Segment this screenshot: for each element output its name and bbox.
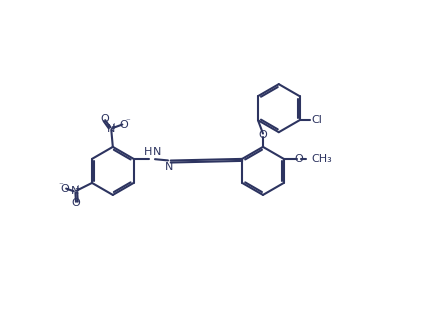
Text: O: O bbox=[72, 198, 80, 208]
Text: O: O bbox=[294, 154, 302, 164]
Text: O: O bbox=[119, 119, 128, 129]
Text: N: N bbox=[165, 162, 173, 172]
Text: O: O bbox=[258, 130, 267, 140]
Text: Cl: Cl bbox=[311, 115, 322, 125]
Text: +: + bbox=[110, 122, 116, 131]
Text: O: O bbox=[100, 114, 108, 124]
Text: CH₃: CH₃ bbox=[311, 154, 332, 164]
Text: N: N bbox=[153, 147, 161, 157]
Text: ⁻: ⁻ bbox=[125, 118, 130, 127]
Text: O: O bbox=[60, 183, 69, 193]
Text: +: + bbox=[74, 184, 80, 193]
Text: N: N bbox=[71, 186, 79, 196]
Text: N: N bbox=[107, 124, 115, 134]
Text: H: H bbox=[143, 147, 151, 157]
Text: ⁻: ⁻ bbox=[58, 182, 63, 191]
